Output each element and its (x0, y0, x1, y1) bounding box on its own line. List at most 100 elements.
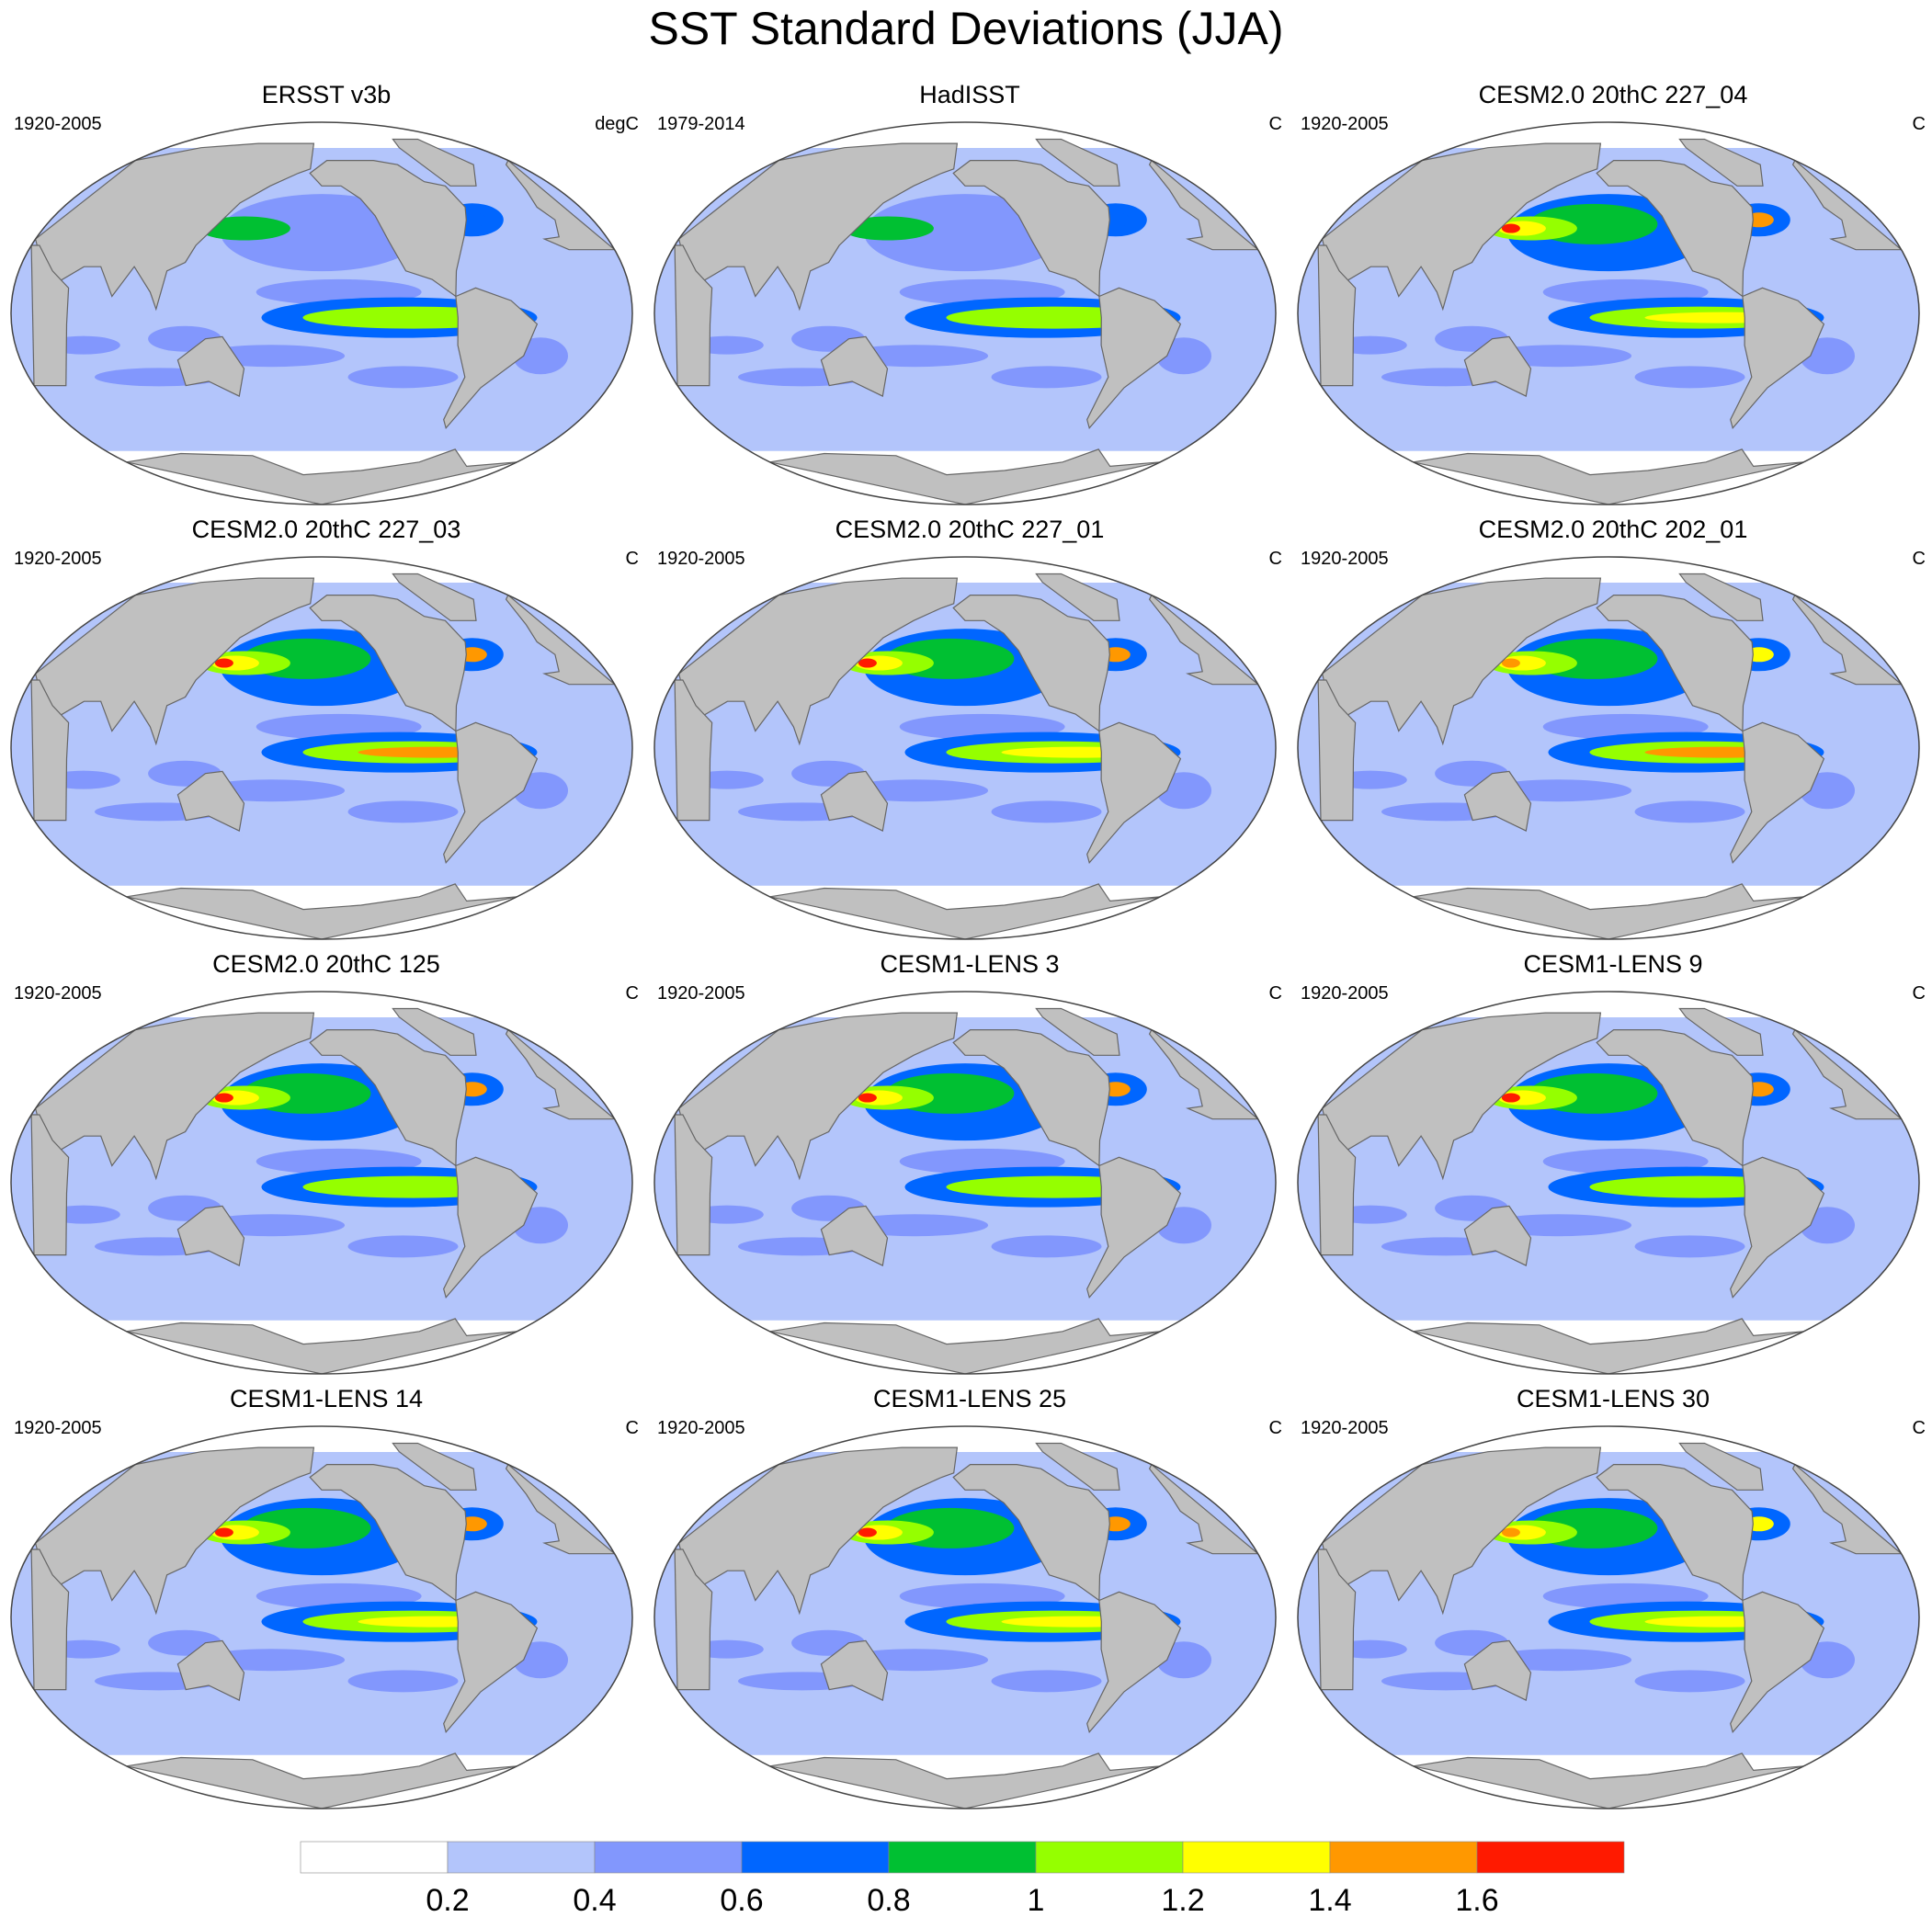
greenland-land (392, 1007, 477, 1056)
sst-field (11, 992, 632, 1374)
panel-period: 1920-2005 (14, 983, 102, 1004)
greenland-land (1678, 573, 1764, 621)
panel-unit: C (1268, 114, 1282, 134)
north-america-land (309, 159, 467, 298)
moderate-variability-patch (347, 800, 459, 823)
greenland-land (1035, 1007, 1120, 1056)
arctic-low (11, 1426, 632, 1452)
panel-title: ERSST v3b (261, 81, 392, 108)
panel-unit: C (1912, 549, 1926, 569)
world-map (10, 121, 633, 505)
world-map (653, 121, 1277, 505)
sst-field (1298, 557, 1919, 939)
north-america-land (309, 594, 467, 732)
africa-land (1317, 1114, 1357, 1256)
arctic-low (1298, 992, 1919, 1017)
europe-africa-east-land (1148, 1463, 1260, 1555)
australia-land (176, 1205, 245, 1266)
world-map (1297, 991, 1920, 1375)
eurasia-land (677, 577, 959, 746)
antarctica-land (769, 1318, 1161, 1374)
world-map (1297, 121, 1920, 505)
panel-period: 1920-2005 (657, 983, 745, 1004)
figure-title: SST Standard Deviations (JJA) (648, 3, 1284, 54)
eurasia-land (1321, 1446, 1602, 1616)
australia-land (820, 335, 889, 397)
greenland-land (1678, 1007, 1764, 1056)
moderate-variability-patch (1634, 1235, 1745, 1258)
antarctica-land (1413, 448, 1804, 505)
colorbar-segment (1329, 1841, 1478, 1874)
north-pacific-variability (864, 194, 1066, 272)
moderate-variability-patch (991, 800, 1102, 823)
panel-title: CESM1-LENS 3 (880, 950, 1060, 978)
moderate-variability-patch (1634, 800, 1745, 823)
colorbar-segment (1035, 1841, 1184, 1874)
map-border (10, 991, 633, 1375)
south-america-land (443, 287, 539, 430)
arctic-low (654, 992, 1276, 1017)
africa-land (674, 679, 713, 822)
australia-land (820, 770, 889, 832)
world-map (653, 991, 1277, 1375)
north-america-land (1596, 1463, 1754, 1602)
world-map (1297, 1425, 1920, 1809)
europe-africa-east-land (505, 1028, 617, 1120)
eurasia-land (34, 142, 315, 312)
panel-title: CESM1-LENS 25 (872, 1385, 1067, 1412)
europe-africa-east-land (1148, 594, 1260, 686)
greenland-land (392, 138, 477, 187)
australia-land (820, 1205, 889, 1266)
australia-land (1463, 1639, 1532, 1701)
map-border (653, 991, 1277, 1375)
panel-title: CESM1-LENS 30 (1516, 1385, 1710, 1412)
map-panel: CESM2.0 20thC 227_01 1920-2005 C (648, 516, 1291, 947)
eurasia-land (677, 1012, 959, 1181)
arctic-low (11, 992, 632, 1017)
north-america-land (952, 1463, 1110, 1602)
sst-field (654, 557, 1276, 939)
kuroshio-core (1501, 1527, 1520, 1537)
sst-field (11, 557, 632, 939)
africa-land (674, 1114, 713, 1256)
greenland-land (1035, 138, 1120, 187)
greenland-land (1678, 138, 1764, 187)
colorbar-segment (300, 1841, 449, 1874)
africa-land (1317, 244, 1357, 387)
north-pacific-variability (221, 194, 423, 272)
map-border (653, 556, 1277, 940)
moderate-variability-patch (991, 366, 1102, 389)
map-panel: CESM1-LENS 14 1920-2005 C (5, 1385, 648, 1817)
panel-title: CESM2.0 20thC 227_01 (835, 516, 1105, 543)
north-america-land (1596, 594, 1754, 732)
antarctica-land (769, 448, 1161, 505)
australia-land (820, 1639, 889, 1701)
north-america-land (309, 1463, 467, 1602)
europe-africa-east-land (1148, 159, 1260, 251)
antarctica-land (126, 448, 517, 505)
colorbar-segment (1182, 1841, 1331, 1874)
arctic-low (654, 122, 1276, 148)
moderate-variability-patch (347, 366, 459, 389)
africa-land (674, 1548, 713, 1691)
panel-title: CESM1-LENS 9 (1523, 950, 1703, 978)
world-map (653, 556, 1277, 940)
south-america-land (1730, 1591, 1825, 1734)
map-border (1297, 556, 1920, 940)
australia-land (1463, 335, 1532, 397)
africa-land (674, 244, 713, 387)
colorbar-tick-label: 1.2 (1161, 1883, 1204, 1914)
north-america-land (1596, 159, 1754, 298)
arctic-low (654, 1426, 1276, 1452)
europe-africa-east-land (505, 1463, 617, 1555)
antarctica-land (126, 1753, 517, 1809)
panel-unit: C (625, 983, 639, 1004)
arctic-low (11, 122, 632, 148)
antarctica-land (1413, 1318, 1804, 1374)
eurasia-land (677, 142, 959, 312)
eurasia-land (34, 1446, 315, 1616)
kuroshio-core (858, 658, 877, 668)
australia-land (176, 770, 245, 832)
map-border (10, 556, 633, 940)
map-panel: CESM1-LENS 3 1920-2005 C (648, 950, 1291, 1382)
